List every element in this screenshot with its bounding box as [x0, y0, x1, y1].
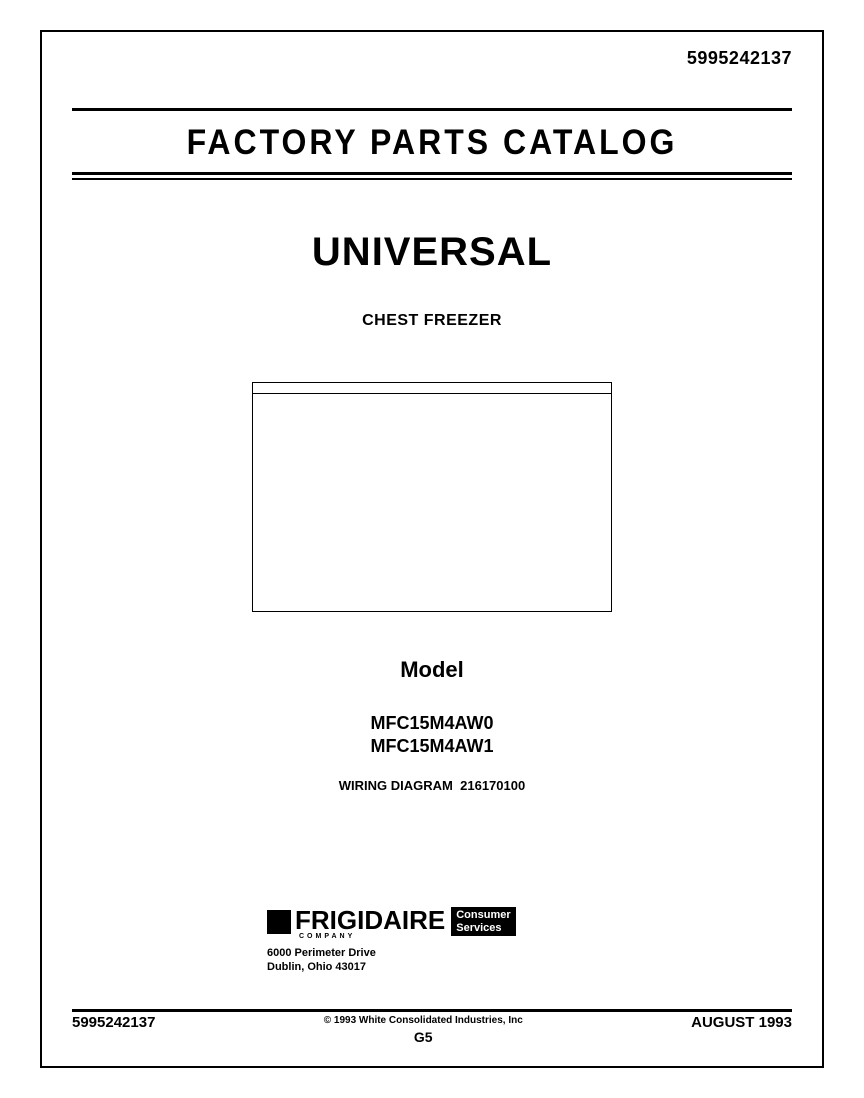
page-frame: 5995242137 FACTORY PARTS CATALOG UNIVERS…	[40, 30, 824, 1068]
footer-center: © 1993 White Consolidated Industries, In…	[324, 1014, 523, 1048]
model-label: Model	[42, 657, 822, 683]
address-line1: 6000 Perimeter Drive	[267, 947, 516, 961]
document-number-top: 5995242137	[687, 48, 792, 69]
wiring-diagram-line: WIRING DIAGRAM 216170100	[42, 778, 822, 793]
consumer-line1: Consumer	[456, 909, 510, 922]
consumer-services-box: Consumer Services	[451, 907, 515, 936]
consumer-line2: Services	[456, 922, 510, 935]
product-type: CHEST FREEZER	[42, 312, 822, 330]
wiring-number: 216170100	[460, 778, 525, 793]
freezer-lid-line	[253, 393, 611, 394]
model-number-2: MFC15M4AW1	[42, 735, 822, 758]
model-number-1: MFC15M4AW0	[42, 712, 822, 735]
logo-row: FRIGIDAIRE COMPANY Consumer Services	[267, 907, 516, 939]
title-rule-bottom-1	[72, 172, 792, 175]
footer-doc-number: 5995242137	[72, 1014, 155, 1031]
brand-name: UNIVERSAL	[42, 230, 822, 275]
footer-copyright: © 1993 White Consolidated Industries, In…	[324, 1014, 523, 1028]
model-numbers: MFC15M4AW0 MFC15M4AW1	[42, 712, 822, 759]
manufacturer-logo-block: FRIGIDAIRE COMPANY Consumer Services 600…	[267, 907, 516, 975]
footer-date: AUGUST 1993	[691, 1014, 792, 1031]
title-rule-bottom-2	[72, 178, 792, 180]
logo-name: FRIGIDAIRE	[295, 905, 445, 935]
footer-rule	[72, 1009, 792, 1012]
catalog-title: FACTORY PARTS CATALOG	[42, 122, 822, 163]
logo-square-icon	[267, 910, 291, 934]
freezer-diagram	[252, 382, 612, 612]
manufacturer-address: 6000 Perimeter Drive Dublin, Ohio 43017	[267, 947, 516, 975]
frigidaire-wordmark: FRIGIDAIRE COMPANY	[295, 907, 445, 939]
logo-subline: COMPANY	[299, 933, 355, 940]
address-line2: Dublin, Ohio 43017	[267, 961, 516, 975]
footer: 5995242137 © 1993 White Consolidated Ind…	[72, 1014, 792, 1048]
title-rule-top	[72, 108, 792, 111]
wiring-label: WIRING DIAGRAM	[339, 778, 453, 793]
footer-code: G5	[324, 1028, 523, 1048]
